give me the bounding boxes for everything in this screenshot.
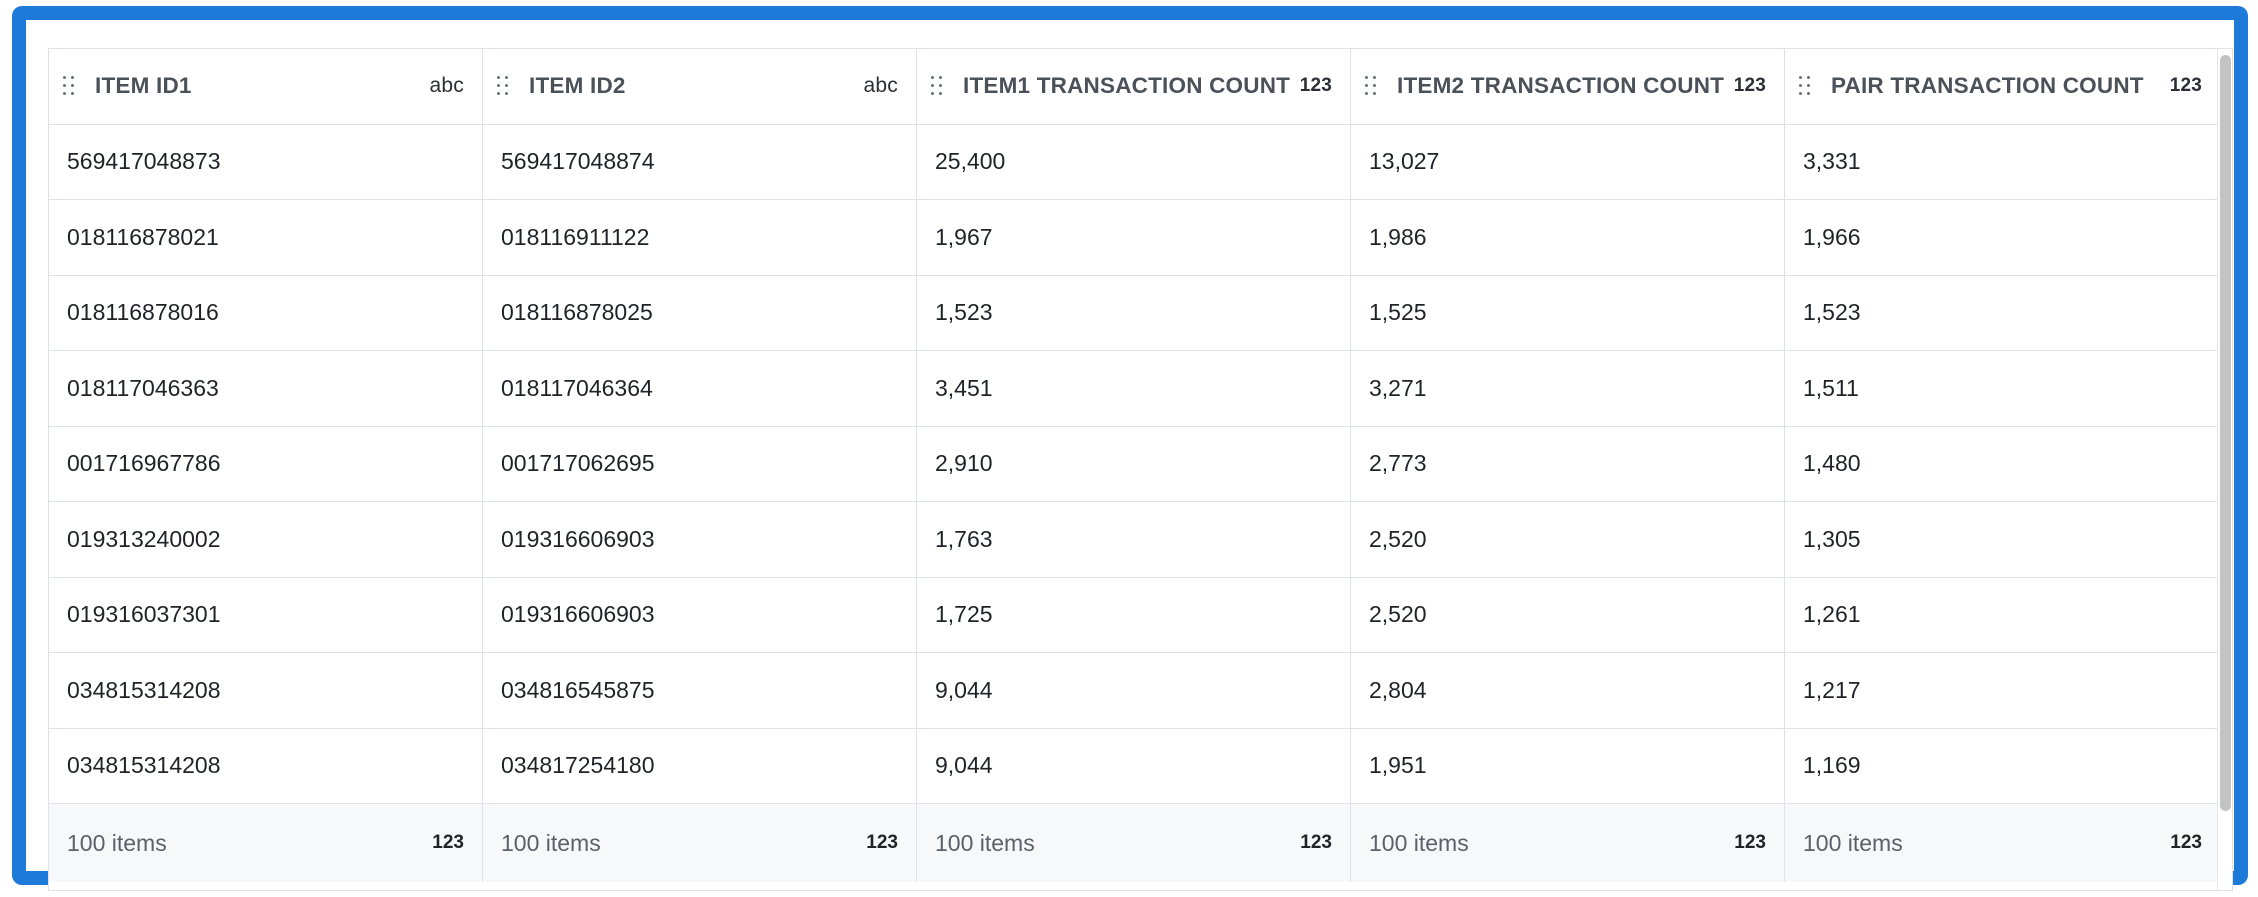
table-cell[interactable]: 1,986: [1351, 200, 1785, 275]
table-cell[interactable]: 018116878021: [49, 200, 483, 275]
table-cell[interactable]: 018117046364: [483, 351, 917, 426]
table-cell[interactable]: 2,773: [1351, 426, 1785, 501]
table-cell[interactable]: 034817254180: [483, 728, 917, 803]
column-header-label: ITEM2 TRANSACTION COUNT: [1397, 73, 1725, 99]
table-cell[interactable]: 1,511: [1785, 351, 2221, 426]
column-header-item1-transaction-count[interactable]: ITEM1 TRANSACTION COUNT 123: [917, 49, 1351, 124]
table-row[interactable]: 569417048873 569417048874 25,400 13,027 …: [49, 124, 2221, 200]
table-cell[interactable]: 001717062695: [483, 426, 917, 501]
table-cell[interactable]: 018117046363: [49, 351, 483, 426]
table-cell[interactable]: 3,331: [1785, 124, 2221, 199]
table-cell[interactable]: 1,525: [1351, 275, 1785, 350]
scrollbar-thumb[interactable]: [2220, 55, 2231, 811]
footer-cell: 100 items 123: [1785, 804, 2221, 882]
column-header-pair-transaction-count[interactable]: PAIR TRANSACTION COUNT 123: [1785, 49, 2221, 124]
item-count-label: 100 items: [1369, 829, 1469, 856]
table-cell[interactable]: 019313240002: [49, 502, 483, 577]
column-header-item-id1[interactable]: ITEM ID1 abc: [49, 49, 483, 124]
table-cell[interactable]: 1,951: [1351, 728, 1785, 803]
drag-handle-icon[interactable]: [63, 76, 75, 96]
table-cell[interactable]: 2,520: [1351, 577, 1785, 652]
text-type-icon: abc: [863, 74, 898, 98]
table-cell[interactable]: 018116911122: [483, 200, 917, 275]
number-type-icon: 123: [1733, 75, 1766, 97]
table-row[interactable]: 018116878016 018116878025 1,523 1,525 1,…: [49, 275, 2221, 351]
table-cell[interactable]: 019316037301: [49, 577, 483, 652]
table-cell[interactable]: 034816545875: [483, 653, 917, 728]
number-type-icon[interactable]: 123: [1734, 832, 1766, 853]
table-cell[interactable]: 034815314208: [49, 653, 483, 728]
data-grid: ITEM ID1 abc ITEM ID2 abc ITEM1 TRANSACT…: [48, 48, 2233, 891]
table-cell[interactable]: 2,520: [1351, 502, 1785, 577]
table-cell[interactable]: 1,967: [917, 200, 1351, 275]
table-cell[interactable]: 034815314208: [49, 728, 483, 803]
table-cell[interactable]: 018116878025: [483, 275, 917, 350]
number-type-icon[interactable]: 123: [432, 832, 464, 853]
item-count-label: 100 items: [935, 829, 1035, 856]
table-cell[interactable]: 25,400: [917, 124, 1351, 199]
column-header-label: PAIR TRANSACTION COUNT: [1831, 73, 2144, 99]
table-cell[interactable]: 1,305: [1785, 502, 2221, 577]
table-row[interactable]: 034815314208 034816545875 9,044 2,804 1,…: [49, 653, 2221, 729]
table-cell[interactable]: 001716967786: [49, 426, 483, 501]
table-cell[interactable]: 1,169: [1785, 728, 2221, 803]
number-type-icon[interactable]: 123: [866, 832, 898, 853]
column-header-item-id2[interactable]: ITEM ID2 abc: [483, 49, 917, 124]
text-type-icon: abc: [429, 74, 464, 98]
number-type-icon: 123: [1299, 75, 1332, 97]
footer-cell: 100 items 123: [917, 804, 1351, 882]
drag-handle-icon[interactable]: [1799, 76, 1811, 96]
table-cell[interactable]: 1,480: [1785, 426, 2221, 501]
drag-handle-icon[interactable]: [1365, 76, 1377, 96]
table-cell[interactable]: 1,966: [1785, 200, 2221, 275]
drag-handle-icon[interactable]: [497, 76, 509, 96]
number-type-icon[interactable]: 123: [2170, 832, 2202, 853]
number-type-icon: 123: [2169, 75, 2202, 97]
table-cell[interactable]: 3,451: [917, 351, 1351, 426]
table-cell[interactable]: 019316606903: [483, 502, 917, 577]
table-row[interactable]: 019313240002 019316606903 1,763 2,520 1,…: [49, 502, 2221, 578]
table-row[interactable]: 034815314208 034817254180 9,044 1,951 1,…: [49, 728, 2221, 804]
table-cell[interactable]: 1,261: [1785, 577, 2221, 652]
table-cell[interactable]: 569417048873: [49, 124, 483, 199]
column-header-label: ITEM ID1: [95, 73, 192, 99]
table-frame: ITEM ID1 abc ITEM ID2 abc ITEM1 TRANSACT…: [12, 6, 2248, 891]
table-cell[interactable]: 569417048874: [483, 124, 917, 199]
table-row[interactable]: 018116878021 018116911122 1,967 1,986 1,…: [49, 200, 2221, 276]
item-count-label: 100 items: [1803, 829, 1903, 856]
table-cell[interactable]: 13,027: [1351, 124, 1785, 199]
table-cell[interactable]: 3,271: [1351, 351, 1785, 426]
table-cell[interactable]: 2,804: [1351, 653, 1785, 728]
column-header-item2-transaction-count[interactable]: ITEM2 TRANSACTION COUNT 123: [1351, 49, 1785, 124]
table-cell[interactable]: 2,910: [917, 426, 1351, 501]
table-row[interactable]: 001716967786 001717062695 2,910 2,773 1,…: [49, 426, 2221, 502]
drag-handle-icon[interactable]: [931, 76, 943, 96]
footer-cell: 100 items 123: [1351, 804, 1785, 882]
header-row: ITEM ID1 abc ITEM ID2 abc ITEM1 TRANSACT…: [49, 49, 2221, 125]
table-cell[interactable]: 1,217: [1785, 653, 2221, 728]
footer-row: 100 items 123 100 items 123 100 items 12…: [49, 804, 2221, 882]
item-count-label: 100 items: [501, 829, 601, 856]
vertical-scrollbar[interactable]: [2217, 49, 2232, 890]
table-cell[interactable]: 1,763: [917, 502, 1351, 577]
column-header-label: ITEM ID2: [529, 73, 626, 99]
table-cell[interactable]: 1,725: [917, 577, 1351, 652]
footer-cell: 100 items 123: [49, 804, 483, 882]
table-row[interactable]: 018117046363 018117046364 3,451 3,271 1,…: [49, 351, 2221, 427]
table-cell[interactable]: 1,523: [917, 275, 1351, 350]
item-count-label: 100 items: [67, 829, 167, 856]
footer-cell: 100 items 123: [483, 804, 917, 882]
number-type-icon[interactable]: 123: [1300, 832, 1332, 853]
table-cell[interactable]: 018116878016: [49, 275, 483, 350]
table-row[interactable]: 019316037301 019316606903 1,725 2,520 1,…: [49, 577, 2221, 653]
grid-body: ITEM ID1 abc ITEM ID2 abc ITEM1 TRANSACT…: [49, 49, 2221, 882]
table-cell[interactable]: 019316606903: [483, 577, 917, 652]
table-cell[interactable]: 9,044: [917, 653, 1351, 728]
table-cell[interactable]: 1,523: [1785, 275, 2221, 350]
table-cell[interactable]: 9,044: [917, 728, 1351, 803]
column-header-label: ITEM1 TRANSACTION COUNT: [963, 73, 1291, 99]
